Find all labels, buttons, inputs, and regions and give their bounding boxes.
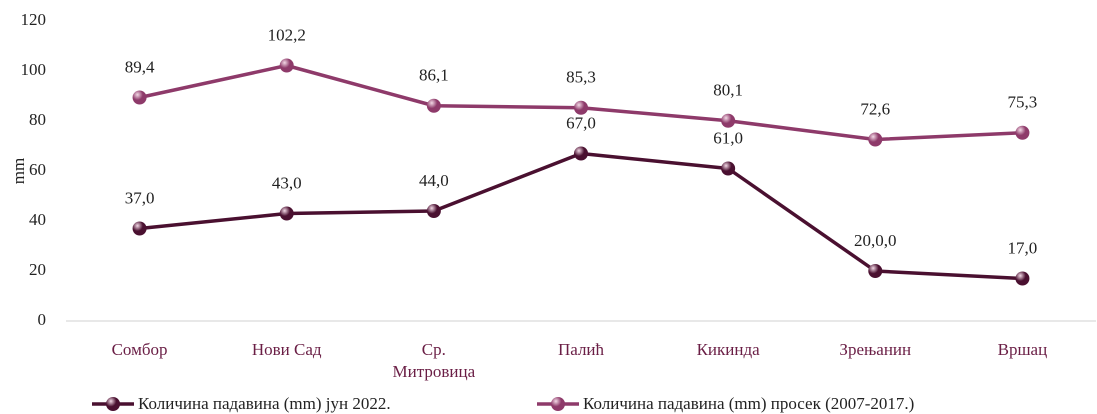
data-label: 85,3 xyxy=(566,68,596,87)
y-tick-label: 120 xyxy=(21,10,47,29)
legend-label: Количина падавина (mm) просек (2007-2017… xyxy=(583,394,914,413)
point-marker xyxy=(868,264,883,278)
point-marker xyxy=(1015,271,1030,286)
x-tick-label: Ср. Митровица xyxy=(392,340,476,381)
legend-marker xyxy=(551,397,565,411)
point-marker xyxy=(279,58,294,73)
data-label: 86,1 xyxy=(419,66,449,85)
series-line xyxy=(139,151,1023,281)
data-label: 44,0 xyxy=(419,171,449,190)
point-marker xyxy=(574,100,588,115)
point-marker xyxy=(1015,125,1030,140)
y-tick-label: 40 xyxy=(29,210,46,229)
data-label: 75,3 xyxy=(1008,93,1038,112)
y-tick-label: 20 xyxy=(29,260,46,279)
y-tick-label: 80 xyxy=(29,110,46,129)
data-label: 89,4 xyxy=(125,57,155,76)
point-marker xyxy=(132,90,147,105)
x-tick-label: Вршац xyxy=(997,340,1048,359)
x-tick-label: Палић xyxy=(557,340,605,359)
data-label: 80,1 xyxy=(713,81,743,100)
point-marker xyxy=(279,206,294,221)
x-tick-label: Нови Сад xyxy=(251,340,322,359)
y-tick-label: 0 xyxy=(38,310,47,329)
data-label: 61,0 xyxy=(713,128,743,147)
data-label: 17,0 xyxy=(1008,238,1038,257)
y-tick-label: 60 xyxy=(29,160,46,179)
data-label: 43,0 xyxy=(272,173,302,192)
x-tick-label: Кикинда xyxy=(696,340,760,359)
data-label: 102,2 xyxy=(268,25,306,44)
point-marker xyxy=(721,161,736,176)
x-tick-label: Зрењанин xyxy=(839,340,912,359)
legend-marker xyxy=(106,397,120,411)
point-marker xyxy=(574,146,588,161)
point-marker xyxy=(426,98,441,113)
point-marker xyxy=(132,221,147,236)
point-marker xyxy=(426,204,441,218)
data-label: 37,0 xyxy=(125,188,155,207)
x-tick-label: Сомбор xyxy=(111,340,168,359)
legend-label: Количина падавина (mm) јун 2022. xyxy=(138,394,391,413)
y-tick-label: 100 xyxy=(21,60,47,79)
data-label: 67,0 xyxy=(566,113,596,132)
y-axis-label: mm xyxy=(9,158,28,184)
data-label: 20,0,0 xyxy=(854,231,897,250)
data-label: 72,6 xyxy=(860,99,890,118)
point-marker xyxy=(721,113,736,128)
point-marker xyxy=(868,132,883,147)
